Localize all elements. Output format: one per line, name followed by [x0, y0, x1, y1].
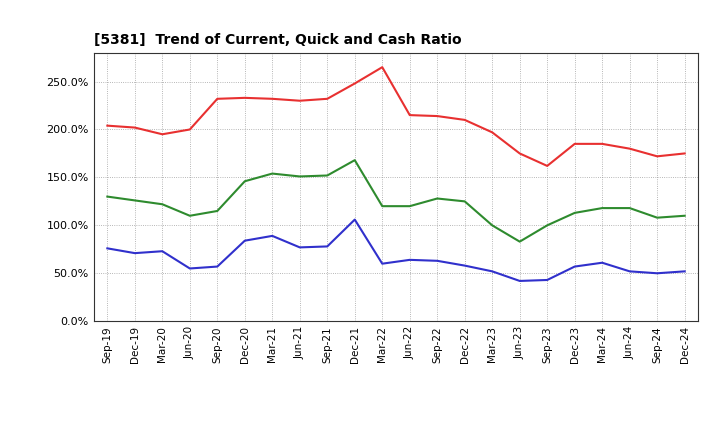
Current Ratio [268, 96, 276, 102]
Cash Ratio [240, 238, 249, 243]
Quick Ratio [626, 205, 634, 211]
Current Ratio [570, 141, 579, 147]
Cash Ratio [488, 269, 497, 274]
Text: [5381]  Trend of Current, Quick and Cash Ratio: [5381] Trend of Current, Quick and Cash … [94, 33, 462, 48]
Cash Ratio [323, 244, 332, 249]
Current Ratio [598, 141, 606, 147]
Current Ratio [680, 151, 689, 156]
Quick Ratio [213, 208, 222, 213]
Quick Ratio [653, 215, 662, 220]
Cash Ratio [433, 258, 441, 264]
Current Ratio [516, 151, 524, 156]
Quick Ratio [323, 173, 332, 178]
Cash Ratio [158, 249, 166, 254]
Cash Ratio [653, 271, 662, 276]
Quick Ratio [295, 174, 304, 179]
Quick Ratio [268, 171, 276, 176]
Cash Ratio [268, 233, 276, 238]
Cash Ratio [680, 269, 689, 274]
Quick Ratio [680, 213, 689, 218]
Current Ratio [626, 146, 634, 151]
Cash Ratio [570, 264, 579, 269]
Quick Ratio [378, 204, 387, 209]
Quick Ratio [103, 194, 112, 199]
Quick Ratio [240, 179, 249, 184]
Cash Ratio [543, 277, 552, 282]
Cash Ratio [130, 250, 139, 256]
Cash Ratio [405, 257, 414, 263]
Current Ratio [405, 113, 414, 118]
Quick Ratio [516, 239, 524, 244]
Quick Ratio [351, 158, 359, 163]
Cash Ratio [103, 246, 112, 251]
Quick Ratio [433, 196, 441, 201]
Current Ratio [433, 114, 441, 119]
Quick Ratio [570, 210, 579, 216]
Current Ratio [103, 123, 112, 128]
Quick Ratio [543, 223, 552, 228]
Cash Ratio [516, 278, 524, 283]
Current Ratio [378, 65, 387, 70]
Cash Ratio [295, 245, 304, 250]
Current Ratio [351, 81, 359, 86]
Current Ratio [240, 95, 249, 100]
Cash Ratio [626, 269, 634, 274]
Cash Ratio [598, 260, 606, 265]
Current Ratio [213, 96, 222, 102]
Current Ratio [295, 98, 304, 103]
Current Ratio [460, 117, 469, 122]
Cash Ratio [378, 261, 387, 266]
Current Ratio [543, 163, 552, 169]
Quick Ratio [460, 199, 469, 204]
Quick Ratio [130, 198, 139, 203]
Current Ratio [158, 132, 166, 137]
Line: Current Ratio: Current Ratio [107, 67, 685, 166]
Current Ratio [488, 130, 497, 135]
Quick Ratio [405, 204, 414, 209]
Quick Ratio [186, 213, 194, 218]
Current Ratio [323, 96, 332, 102]
Quick Ratio [598, 205, 606, 211]
Line: Cash Ratio: Cash Ratio [107, 220, 685, 281]
Cash Ratio [460, 263, 469, 268]
Cash Ratio [213, 264, 222, 269]
Quick Ratio [488, 223, 497, 228]
Line: Quick Ratio: Quick Ratio [107, 160, 685, 242]
Cash Ratio [351, 217, 359, 222]
Quick Ratio [158, 202, 166, 207]
Cash Ratio [186, 266, 194, 271]
Current Ratio [186, 127, 194, 132]
Current Ratio [130, 125, 139, 130]
Current Ratio [653, 154, 662, 159]
